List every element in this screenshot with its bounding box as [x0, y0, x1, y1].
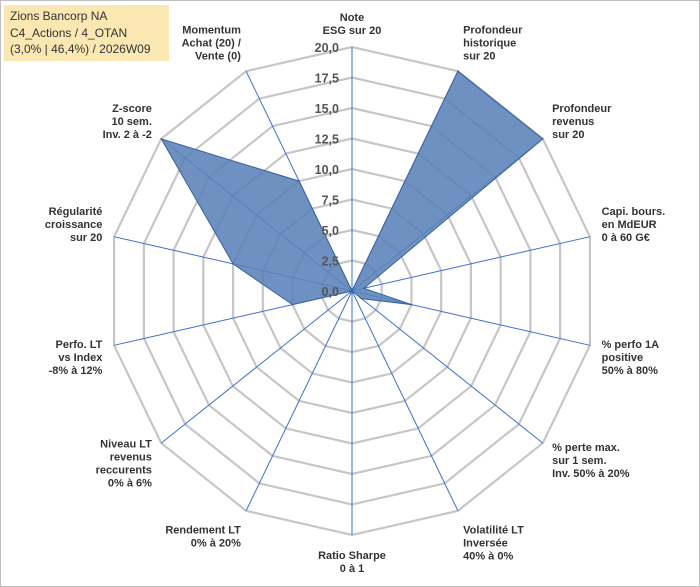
axis-label-10-line-0: Perfo. LT [56, 339, 103, 351]
axis-label-9-line-0: Niveau LT [100, 439, 152, 451]
data-point-12 [160, 138, 162, 140]
tick-label-8: 20,0 [315, 41, 339, 55]
data-point-5 [360, 297, 363, 300]
axis-label-2-line-0: Profondeur [552, 103, 612, 115]
info-box: Zions Bancorp NA C4_Actions / 4_OTAN (3,… [4, 5, 169, 61]
data-point-13 [298, 180, 300, 182]
spoke-3 [351, 236, 591, 292]
axis-label-1-line-0: Profondeur [463, 24, 523, 36]
axis-label-13-line-2: Vente (0) [195, 50, 241, 62]
axis-label-10-line-2: -8% à 12% [49, 365, 103, 377]
tick-label-4: 10,0 [315, 163, 339, 177]
axis-label-5: % perte max.sur 1 sem.Inv. 50% à 20% [552, 442, 630, 480]
spoke-8 [245, 290, 353, 512]
data-point-10 [291, 303, 294, 306]
info-stats: (3,0% | 46,4%) / 2026W09 [10, 42, 151, 56]
data-point-4 [410, 303, 413, 306]
series-area [160, 70, 544, 306]
tick-label-0: 0,0 [322, 285, 339, 299]
tick-label-5: 12,5 [315, 133, 339, 147]
radar-series [160, 70, 544, 306]
axis-label-10-line-1: vs Index [58, 352, 103, 364]
data-point-2 [542, 138, 544, 140]
axis-label-11-line-0: Régularité [49, 206, 103, 218]
axis-label-0-line-0: Note [340, 12, 364, 24]
axis-label-0-line-1: ESG sur 20 [323, 25, 382, 37]
axis-label-2-line-1: revenus [552, 116, 594, 128]
axis-label-5-line-2: Inv. 50% à 20% [552, 468, 630, 480]
axis-label-11-line-2: sur 20 [70, 232, 102, 244]
tick-label-3: 7,5 [322, 194, 339, 208]
axis-label-9-line-2: reccurents [96, 465, 152, 477]
axis-label-13-line-1: Achat (20) / [182, 37, 241, 49]
info-company: Zions Bancorp NA [10, 9, 108, 23]
axis-label-4-line-2: 50% à 80% [602, 365, 658, 377]
axis-label-6-line-0: Volatilité LT [463, 525, 524, 537]
axis-label-4-line-0: % perfo 1A [602, 339, 660, 351]
axis-label-1-line-2: sur 20 [463, 50, 495, 62]
data-point-3 [363, 287, 365, 290]
data-point-1 [457, 70, 459, 72]
axis-label-6-line-1: Inversée [463, 538, 508, 550]
axis-label-7-line-1: 0 à 1 [340, 563, 364, 575]
spoke-9 [160, 290, 353, 444]
axis-label-3-line-1: en MdEUR [602, 219, 657, 231]
axis-label-12-line-1: 10 sem. [112, 116, 152, 128]
axis-label-8-line-1: 0% à 20% [191, 538, 241, 550]
axis-label-2-line-2: sur 20 [552, 129, 584, 141]
axis-label-6-line-2: 40% à 0% [463, 551, 513, 563]
axis-label-5-line-1: sur 1 sem. [552, 455, 606, 467]
axis-label-3-line-0: Capi. bours. [602, 206, 666, 218]
tick-label-1: 2,5 [322, 255, 339, 269]
axis-label-9-line-1: revenus [110, 452, 152, 464]
spoke-6 [351, 290, 459, 512]
axis-label-8-line-0: Rendement LT [165, 525, 241, 537]
spoke-5 [351, 290, 544, 444]
tick-label-6: 15,0 [315, 102, 339, 116]
data-point-9 [351, 290, 353, 292]
axis-label-12-line-2: Inv. 2 à -2 [103, 129, 152, 141]
axis-label-13-line-0: Momentum [182, 24, 241, 36]
radial-tick-labels: 0,0 2,5 5,0 7,5 10,0 12,5 15,0 17,5 20,0 [315, 41, 339, 299]
tick-label-2: 5,0 [322, 224, 339, 238]
info-category: C4_Actions / 4_OTAN [10, 25, 128, 40]
axis-label-8: Rendement LT0% à 20% [165, 525, 241, 550]
tick-label-7: 17,5 [315, 72, 339, 86]
axis-label-9-line-3: 0% à 6% [108, 478, 152, 490]
axis-label-4-line-1: positive [602, 352, 644, 364]
axis-label-11-line-1: croissance [45, 219, 102, 231]
axis-label-3-line-2: 0 à 60 G€ [602, 232, 650, 244]
axis-label-5-line-0: % perte max. [552, 442, 620, 454]
axis-label-12-line-0: Z-score [112, 103, 152, 115]
data-point-11 [232, 263, 234, 265]
axis-label-1-line-1: historique [463, 37, 516, 49]
axis-label-7-line-0: Ratio Sharpe [318, 550, 386, 562]
